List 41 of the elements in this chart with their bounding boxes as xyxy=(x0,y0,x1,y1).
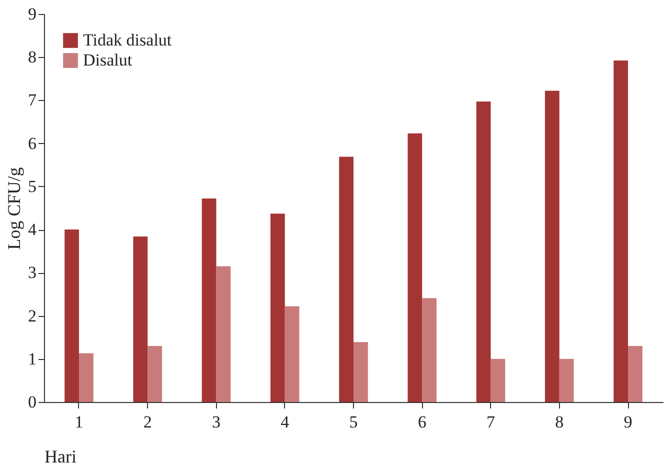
bar xyxy=(559,358,574,402)
legend-label: Tidak disalut xyxy=(83,30,172,50)
x-tick-label: 6 xyxy=(418,412,426,432)
y-axis-title: Log CFU/g xyxy=(4,167,24,250)
x-tick-label: 1 xyxy=(74,412,84,432)
bar xyxy=(408,133,422,402)
bar xyxy=(270,214,285,402)
bar xyxy=(339,156,354,402)
bar xyxy=(284,306,300,402)
y-tick-label: 5 xyxy=(28,176,36,196)
bar xyxy=(422,298,437,402)
y-tick-label: 6 xyxy=(28,134,36,153)
bar xyxy=(148,346,162,402)
bar xyxy=(216,266,231,402)
x-tick-label: 2 xyxy=(143,412,152,432)
y-tick-label: 3 xyxy=(28,263,36,282)
y-tick-label: 0 xyxy=(28,392,36,412)
x-tick-label: 9 xyxy=(624,412,632,432)
bar xyxy=(544,90,560,402)
bar xyxy=(64,230,79,402)
bar xyxy=(628,346,642,402)
y-tick-label: 9 xyxy=(28,4,36,24)
x-tick-label: 8 xyxy=(555,412,564,432)
bar xyxy=(614,60,628,402)
x-axis-title: Hari xyxy=(44,446,76,466)
y-tick-label: 7 xyxy=(28,90,37,110)
x-tick-label: 5 xyxy=(349,412,358,432)
bar xyxy=(133,236,148,402)
y-tick-label: 1 xyxy=(28,349,36,368)
x-tick-label: 7 xyxy=(486,412,496,432)
y-tick-label: 4 xyxy=(28,220,37,240)
x-tick-label: 3 xyxy=(212,412,220,432)
y-tick-label: 2 xyxy=(28,306,36,326)
bar xyxy=(490,358,506,402)
legend-label: Disalut xyxy=(83,50,132,70)
bar xyxy=(202,198,216,402)
y-tick-label: 8 xyxy=(28,48,36,67)
bar xyxy=(476,102,491,402)
bar xyxy=(79,353,94,402)
x-tick-label: 4 xyxy=(280,412,290,432)
bar xyxy=(354,342,368,402)
